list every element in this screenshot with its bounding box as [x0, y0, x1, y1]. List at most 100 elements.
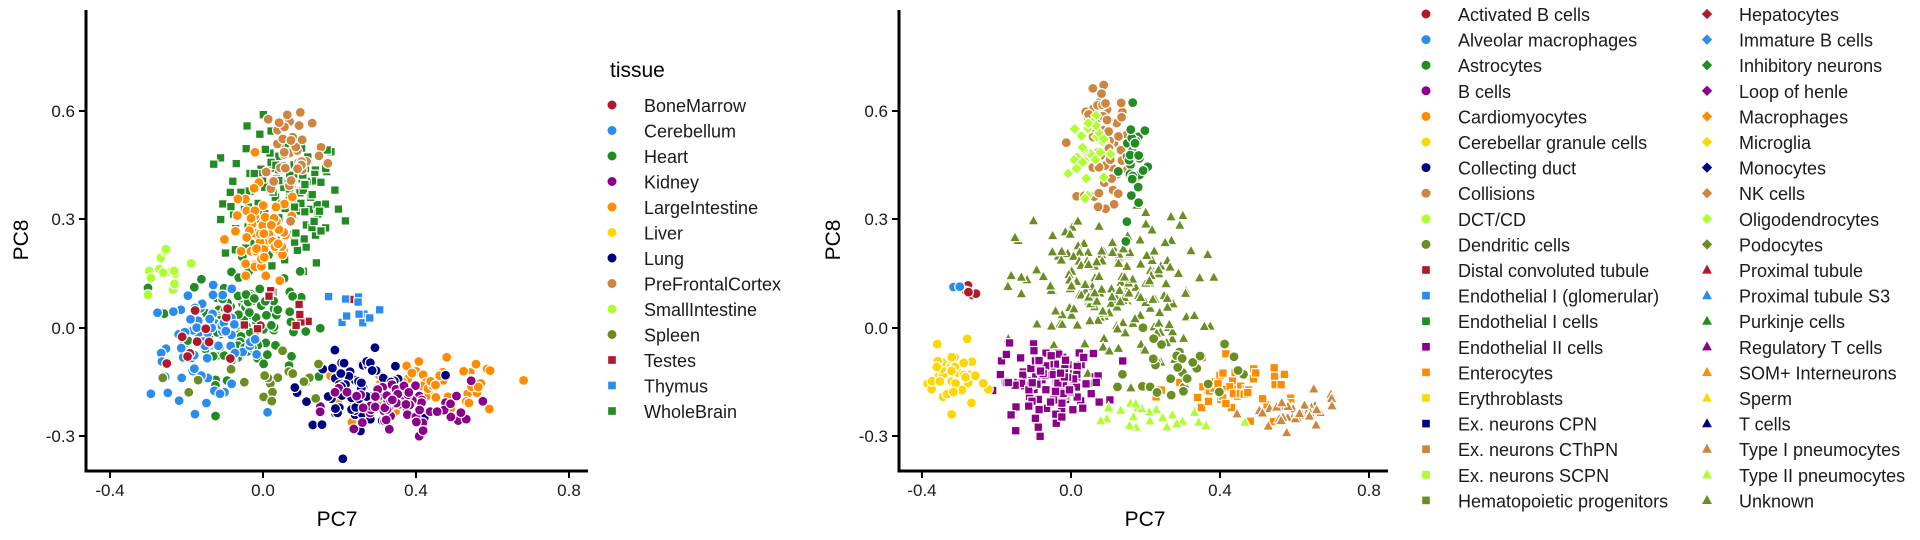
data-point-cerebellum [226, 283, 238, 295]
data-point-endothelial-ii-cells [1035, 431, 1045, 442]
legend-key [1422, 291, 1430, 300]
legend-label: BoneMarrow [644, 96, 747, 116]
data-point-cerebellar-granule-cells [977, 377, 989, 389]
data-point-unknown [1070, 317, 1084, 330]
legend-label: Lung [644, 249, 684, 269]
data-point-dendritic-cells [1147, 353, 1159, 365]
data-point-wholebrain [208, 159, 219, 170]
data-point-enterocytes [1257, 393, 1268, 404]
data-point-prefrontalcortex [281, 109, 293, 121]
data-point-type-i-pneumocytes [1230, 406, 1244, 419]
y-tick-label: 0.0 [864, 319, 888, 338]
data-point-unknown [1193, 270, 1207, 283]
data-point-smallintestine [168, 265, 180, 277]
data-point-lung [316, 419, 328, 431]
data-point-oligodendrocytes [1097, 170, 1111, 184]
legend-key [1701, 213, 1713, 224]
data-point-dendritic-cells [1172, 361, 1184, 374]
data-point-kidney [465, 375, 477, 387]
legend-key [1701, 111, 1713, 122]
data-point-largeintestine [484, 365, 496, 377]
legend-label: Regulatory T cells [1739, 338, 1882, 358]
data-point-prefrontalcortex [279, 162, 291, 174]
data-point-unknown [1088, 285, 1102, 298]
y-axis-ticks: -0.3 0.0 0.3 0.6 [859, 102, 899, 446]
data-point-cerebellum [201, 352, 213, 364]
legend-key [607, 304, 617, 314]
data-point-unknown [1152, 316, 1166, 328]
data-point-oligodendrocytes [1061, 166, 1075, 181]
legend-item-liver: Liver [607, 224, 683, 244]
legend-label: Liver [644, 224, 683, 244]
legend-key [1421, 86, 1431, 96]
data-point-cerebellum [176, 372, 188, 384]
data-point-enterocytes [1221, 398, 1231, 409]
legend-item-distal-convoluted-tubule: Distal convoluted tubule [1422, 261, 1649, 281]
point-layer [922, 79, 1339, 442]
data-point-endothelial-ii-cells [1004, 338, 1015, 348]
data-point-dendritic-cells [1228, 351, 1240, 363]
data-point-endothelial-ii-cells [1001, 349, 1012, 360]
data-point-testes [294, 309, 305, 320]
data-point-unknown [1116, 315, 1130, 328]
data-point-wholebrain [260, 144, 271, 155]
data-point-heart [286, 290, 299, 302]
data-point-cerebellum [249, 333, 261, 345]
x-axis-title: PC7 [1125, 508, 1166, 531]
data-point-wholebrain [340, 216, 351, 226]
data-point-oligodendrocytes [1093, 145, 1107, 159]
data-point-prefrontalcortex [262, 113, 274, 125]
data-point-astrocytes [1132, 181, 1144, 193]
data-point-endothelial-ii-cells [1072, 392, 1083, 402]
data-point-unknown [1045, 244, 1059, 257]
data-point-activated-b-cells [962, 286, 975, 298]
data-point-unknown [1049, 303, 1063, 316]
legend-item-cerebellar-granule-cells: Cerebellar granule cells [1421, 133, 1647, 153]
data-point-endothelial-ii-cells [1081, 378, 1091, 389]
data-point-endothelial-ii-cells [1029, 345, 1039, 356]
data-point-kidney [444, 398, 457, 410]
data-point-dendritic-cells [1177, 385, 1190, 397]
legend-label: Heart [644, 147, 688, 167]
data-point-largeintestine [250, 243, 263, 255]
data-point-wholebrain [289, 202, 300, 212]
legend-item-type-ii-pneumocytes: Type II pneumocytes [1702, 466, 1905, 486]
data-point-unknown [1122, 285, 1136, 298]
data-point-type-ii-pneumocytes [1238, 415, 1252, 427]
data-point-largeintestine [272, 238, 284, 250]
legend-label: B cells [1458, 82, 1511, 102]
data-point-astrocytes [1132, 196, 1145, 209]
data-point-unknown [1054, 252, 1068, 265]
data-point-kidney [386, 394, 398, 406]
legend-key [1421, 239, 1431, 249]
legend-item-loop-of-henle: Loop of henle [1701, 82, 1848, 102]
legend-item-ex-neurons-cthpn: Ex. neurons CThPN [1422, 440, 1618, 460]
legend-label: Monocytes [1739, 159, 1826, 179]
data-point-unknown [1159, 276, 1173, 289]
data-point-wholebrain [225, 187, 236, 198]
scatter-panel-celltype: -0.4 0.0 0.4 0.8 -0.3 0.0 0.3 0.6 PC7 PC… [822, 5, 1905, 531]
data-point-endothelial-ii-cells [1055, 368, 1066, 379]
data-point-kidney [400, 398, 412, 410]
legend-item-t-cells: T cells [1702, 415, 1791, 435]
data-point-dendritic-cells [1151, 386, 1163, 399]
legend-label: Sperm [1739, 389, 1792, 409]
data-point-kidney [329, 386, 341, 398]
data-point-spleen [298, 376, 310, 388]
legend-key [1422, 368, 1430, 377]
data-point-endothelial-ii-cells [1086, 388, 1097, 399]
legend-item-spleen: Spleen [607, 326, 700, 346]
data-point-endothelial-ii-cells [1064, 385, 1075, 395]
data-point-kidney [477, 395, 489, 407]
data-point-unknown [1179, 286, 1193, 299]
data-point-wholebrain [316, 226, 326, 236]
data-point-wholebrain [242, 121, 252, 131]
data-point-endothelial-ii-cells [1088, 348, 1099, 359]
data-point-cerebellar-granule-cells [931, 361, 943, 373]
data-point-unknown [1095, 282, 1109, 294]
data-point-prefrontalcortex [322, 157, 334, 169]
data-point-largeintestine [286, 191, 298, 203]
data-point-kidney [380, 414, 392, 426]
data-point-largeintestine [232, 193, 244, 205]
y-tick-label: 0.3 [864, 210, 888, 229]
